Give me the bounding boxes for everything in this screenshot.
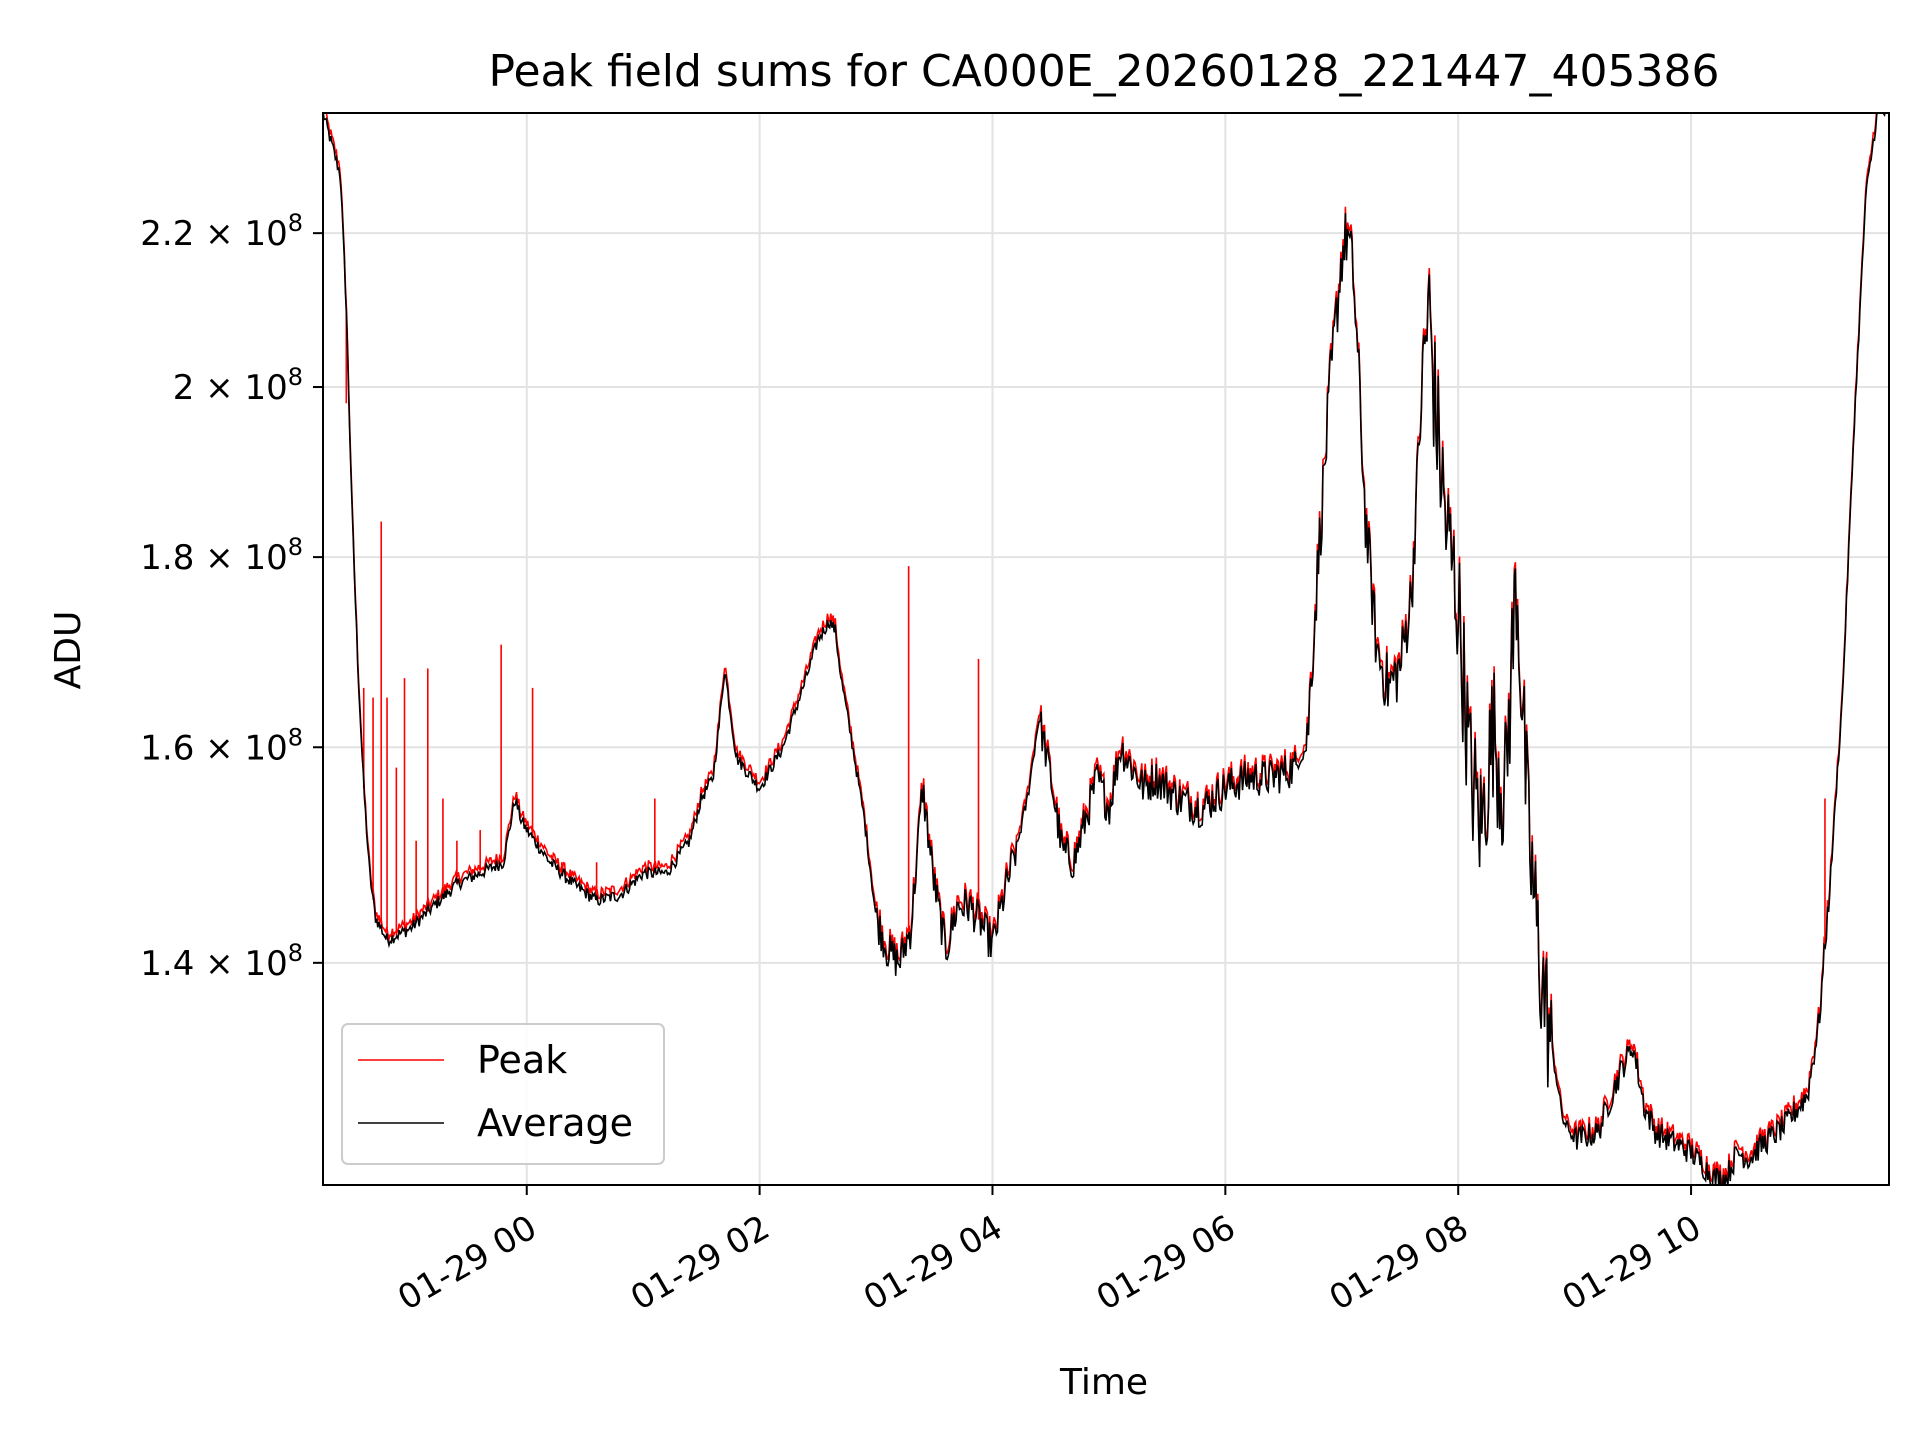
- y-tick-label: 1.4 × 108: [140, 939, 303, 984]
- y-tick-label: 1.8 × 108: [140, 533, 303, 578]
- legend: Peak Average: [341, 1023, 665, 1165]
- y-axis: 1.4 × 108 1.6 × 108 1.8 × 108 2 × 108 2.2 × …: [140, 209, 323, 984]
- y-tick-label: 1.6 × 108: [140, 723, 303, 768]
- y-axis-label: ADU: [48, 611, 89, 690]
- series-layer: [323, 113, 1886, 1185]
- legend-box: [341, 1023, 665, 1165]
- grid: [323, 113, 1889, 1185]
- x-axis-label: Time: [1059, 1362, 1148, 1403]
- legend-label-peak: Peak: [477, 1038, 567, 1082]
- chart-title: Peak field sums for CA000E_20260128_2214…: [489, 46, 1720, 97]
- y-tick-label: 2.2 × 108: [140, 209, 303, 254]
- average-series-line: [323, 113, 1886, 1185]
- plot-frame: [322, 112, 1890, 1186]
- y-tick-label: 2 × 108: [173, 363, 303, 408]
- legend-label-average: Average: [477, 1101, 633, 1145]
